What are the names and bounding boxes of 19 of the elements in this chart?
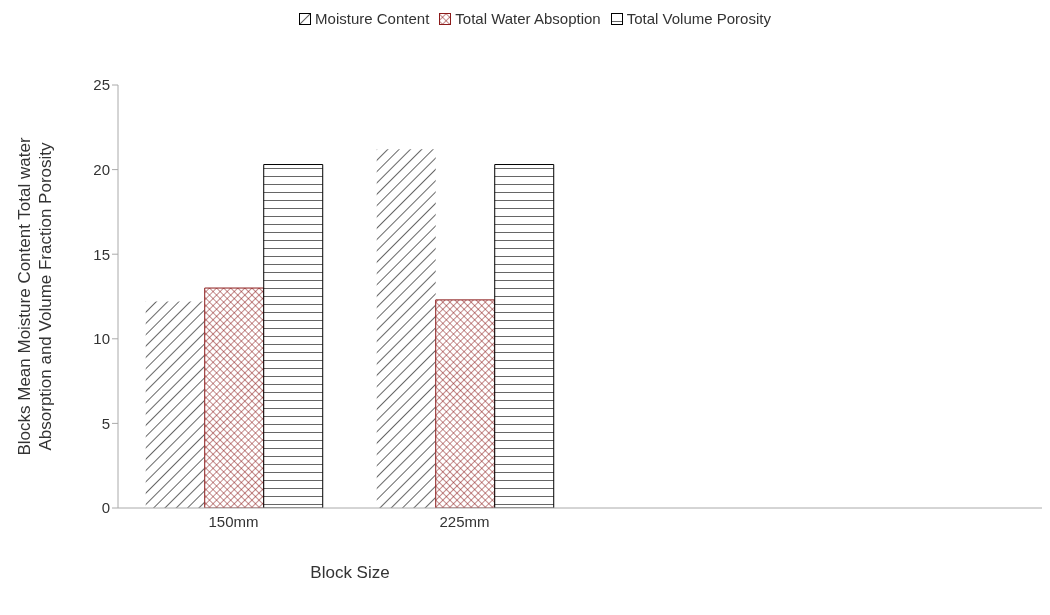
bar xyxy=(376,149,436,508)
x-tick-label: 150mm xyxy=(208,512,259,530)
legend-label: Total Water Absoption xyxy=(454,10,601,27)
y-tick-label: 5 xyxy=(101,414,110,432)
bar xyxy=(263,164,324,508)
x-tick-label: 225mm xyxy=(439,512,490,530)
bar xyxy=(145,301,205,508)
y-tick-label: 25 xyxy=(93,76,110,94)
x-axis-title: Block Size xyxy=(310,563,390,582)
legend-label: Total Volume Porosity xyxy=(625,10,771,27)
y-tick-label: 15 xyxy=(93,245,110,263)
y-tick-label: 10 xyxy=(93,330,110,348)
y-tick-label: 20 xyxy=(93,160,110,178)
bar xyxy=(494,164,555,508)
bar xyxy=(435,299,496,508)
bar xyxy=(204,287,265,508)
y-tick-label: 0 xyxy=(101,499,110,517)
legend-label: Moisture Content xyxy=(314,10,430,27)
y-axis-title: Blocks Mean Moisture Content Total water Absorption and Volume Fraction Porosity xyxy=(15,137,55,456)
